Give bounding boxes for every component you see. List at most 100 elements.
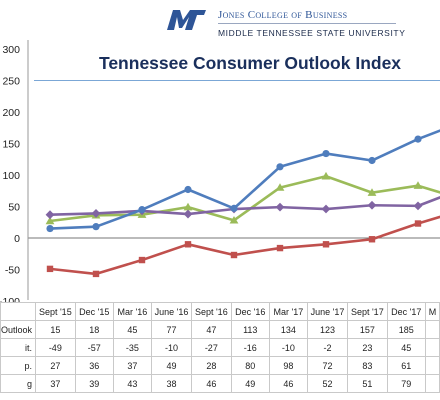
data-point-spending <box>321 204 331 214</box>
data-table: Sept '15 Dec '15 Mar '16 June '16 Sept '16 De… <box>0 302 440 393</box>
y-tick-label: 300 <box>2 44 20 56</box>
table-cell: 39 <box>74 374 114 393</box>
data-point-spending <box>275 202 285 212</box>
table-cell: -10 <box>150 338 193 357</box>
university-name: MIDDLE TENNESSEE STATE UNIVERSITY <box>218 28 406 38</box>
table-cell: 45 <box>112 320 152 339</box>
data-point-expectations <box>367 188 377 196</box>
y-tick-label: 100 <box>2 170 20 182</box>
data-point-spending <box>91 209 101 218</box>
table-cell: -2 <box>306 338 349 357</box>
table-cell: 46 <box>268 374 308 393</box>
data-point-outlook <box>184 185 192 194</box>
table-cell: 23 <box>347 338 388 357</box>
table-cell: 47 <box>191 320 232 339</box>
mtsu-logo-icon <box>167 10 206 30</box>
data-point-current <box>368 236 376 243</box>
column-header: Dec '16 <box>230 302 270 321</box>
table-cell: 38 <box>150 374 193 393</box>
data-point-outlook <box>92 223 100 231</box>
column-header: Mar '17 <box>268 302 308 321</box>
data-point-spending <box>183 209 193 219</box>
table-cell: 43 <box>112 374 152 393</box>
report-header: Jones College of Business MIDDLE TENNESS… <box>0 0 440 46</box>
data-point-spending <box>45 210 55 220</box>
table-cell <box>424 338 440 357</box>
line-chart: 300 250 200 150 100 50 0 -50 -100 <box>0 40 440 302</box>
table-cell: 157 <box>347 320 388 339</box>
table-cell: 49 <box>230 374 270 393</box>
table-cell: 80 <box>230 356 270 375</box>
row-label: g <box>0 374 37 393</box>
table-cell: -16 <box>230 338 270 357</box>
data-point-spending <box>367 200 377 210</box>
y-tick-label: -50 <box>5 265 20 277</box>
table-cell: 37 <box>35 374 76 393</box>
header-divider <box>218 23 396 24</box>
table-cell: 45 <box>386 338 426 357</box>
y-tick-label: 150 <box>2 139 20 151</box>
y-tick-label: 0 <box>14 233 20 245</box>
table-cell: 83 <box>347 356 388 375</box>
table-cell <box>424 374 440 393</box>
data-point-outlook <box>368 156 376 165</box>
row-label: Outlook <box>0 320 37 339</box>
column-header: Sept '16 <box>191 302 232 321</box>
y-tick-label: 250 <box>2 76 20 88</box>
corner-cell <box>0 302 37 321</box>
table-cell: 79 <box>386 374 426 393</box>
column-header: M <box>424 302 440 321</box>
table-cell: -10 <box>268 338 308 357</box>
column-header: June '16 <box>150 302 193 321</box>
table-cell: 98 <box>268 356 308 375</box>
y-tick-label: 200 <box>2 107 20 119</box>
table-row: Outlook 15 18 45 77 47 113 134 123 157 185 <box>0 320 440 339</box>
table-cell: 28 <box>191 356 232 375</box>
table-row: it. -49 -57 -35 -10 -27 -16 -10 -2 23 45 <box>0 338 440 357</box>
table-cell: 77 <box>150 320 193 339</box>
table-cell: 46 <box>191 374 232 393</box>
college-name: Jones College of Business <box>218 9 348 21</box>
data-point-current <box>92 270 100 278</box>
y-tick-label: -100 <box>0 296 20 302</box>
y-tick-label: 50 <box>8 202 20 214</box>
data-point-outlook <box>414 135 422 143</box>
data-point-expectations <box>321 171 331 180</box>
table-cell: 18 <box>74 320 114 339</box>
table-cell: 51 <box>347 374 388 393</box>
table-header-row: Sept '15 Dec '15 Mar '16 June '16 Sept '16 De… <box>0 302 440 321</box>
table-cell <box>424 320 440 339</box>
column-header: Dec '15 <box>74 302 114 321</box>
table-cell: 123 <box>306 320 349 339</box>
data-point-expectations <box>45 216 55 225</box>
data-point-current <box>414 220 422 227</box>
table-cell: 49 <box>150 356 193 375</box>
data-point-current <box>138 256 146 264</box>
column-header: Dec '17 <box>386 302 426 321</box>
table-cell: 185 <box>386 320 426 339</box>
column-header: Sept '17 <box>347 302 388 321</box>
table-cell: -27 <box>191 338 232 357</box>
table-cell: 52 <box>306 374 349 393</box>
table-cell: -49 <box>35 338 76 357</box>
table-cell: 37 <box>112 356 152 375</box>
row-label: it. <box>0 338 37 357</box>
data-point-outlook <box>46 224 54 233</box>
data-point-spending <box>413 201 423 211</box>
table-cell: 27 <box>35 356 76 375</box>
data-point-expectations <box>183 202 193 211</box>
column-header: Sept '15 <box>35 302 76 321</box>
table-cell: 134 <box>268 320 308 339</box>
data-point-current <box>276 244 284 252</box>
table-cell <box>424 356 440 375</box>
data-point-outlook <box>138 206 146 214</box>
table-cell: 15 <box>35 320 76 339</box>
chart-title: Tennessee Consumer Outlook Index <box>98 53 402 73</box>
table-cell: -35 <box>112 338 152 357</box>
data-point-current <box>184 241 192 248</box>
column-header: Mar '16 <box>112 302 152 321</box>
data-point-outlook <box>322 149 330 158</box>
data-point-outlook <box>276 163 284 171</box>
table-row: g 37 39 43 38 46 49 46 52 51 79 <box>0 374 440 393</box>
table-cell: 72 <box>306 356 349 375</box>
